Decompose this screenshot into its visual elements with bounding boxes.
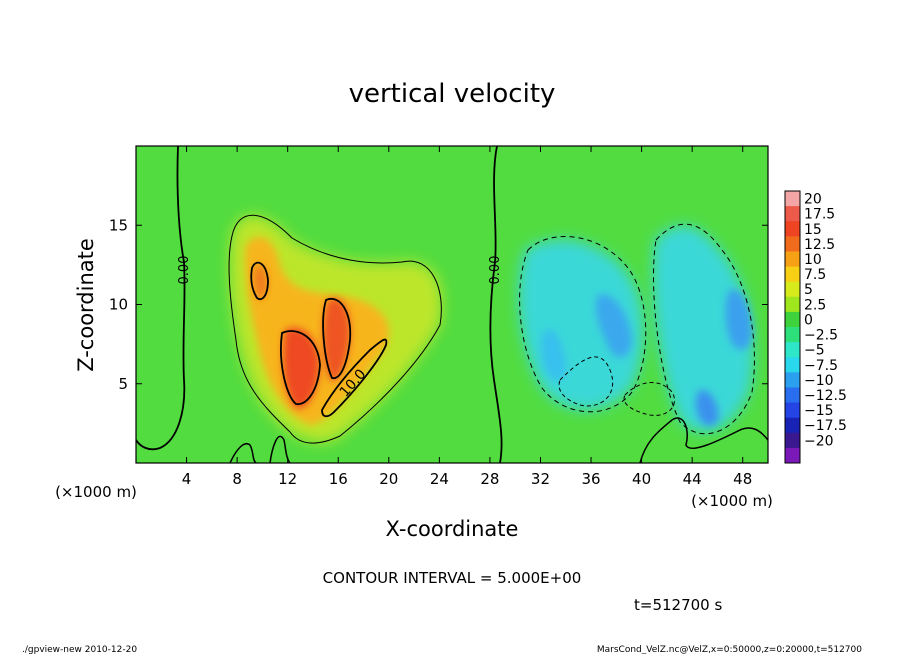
- colorbar-level-label: −17.5: [804, 418, 847, 434]
- downdraft-east-core2: [695, 389, 719, 426]
- y-tick-label: 5: [118, 375, 128, 393]
- colorbar-swatch: [785, 266, 800, 283]
- colorbar: 2017.51512.5107.552.50−2.5−5−7.5−10−12.5…: [784, 190, 847, 464]
- footer-left: ./gpview-new 2010-12-20: [22, 645, 137, 654]
- x-tick-label: 12: [278, 470, 297, 488]
- neg-five-contour-inner: [558, 356, 614, 407]
- colorbar-swatch: [785, 327, 800, 343]
- colorbar-swatch: [785, 206, 800, 222]
- y-tick-label: 15: [109, 216, 128, 234]
- colorbar-swatch: [785, 432, 800, 449]
- y-axis-label: Z-coordinate: [74, 238, 98, 372]
- colorbar-level-label: 12.5: [804, 237, 835, 253]
- neg-five-contour-inner2: [623, 382, 675, 416]
- x-tick-label: 24: [430, 470, 449, 488]
- colorbar-swatch: [785, 251, 800, 268]
- y-unit-label: (×1000 m): [55, 483, 137, 501]
- colorbar-level-label: −15: [804, 403, 834, 419]
- downdraft-east-core: [725, 289, 752, 350]
- neg-five-contour-east: [652, 223, 755, 435]
- contour-lines: [136, 146, 768, 463]
- colorbar-level-label: −10: [804, 373, 834, 389]
- ten-contour-upper: [250, 261, 269, 301]
- colorbar-swatch: [785, 281, 800, 298]
- ten-contour-right: [322, 297, 352, 379]
- x-tick-label: 48: [733, 470, 752, 488]
- colorbar-swatch: [785, 357, 800, 373]
- zero-contour-left: [136, 146, 186, 451]
- x-tick-label: 8: [232, 470, 242, 488]
- colorbar-level-label: 2.5: [804, 297, 826, 313]
- zero-contour-bottom-right: [639, 417, 768, 463]
- downdraft-west-core: [595, 294, 632, 358]
- x-axis: 4 8 12 16 20 24 28 32 36 40 44 48: [182, 146, 752, 488]
- colorbar-level-label: 10: [804, 252, 822, 268]
- x-unit-label: (×1000 m): [691, 492, 773, 510]
- colorbar-level-label: 0: [804, 312, 813, 328]
- x-tick-label: 16: [329, 470, 348, 488]
- colorbar-swatch: [785, 387, 800, 404]
- updraft-core-left: [282, 327, 320, 409]
- colorbar-level-label: −5: [804, 343, 825, 359]
- updraft-core-right: [322, 298, 351, 381]
- colorbar-frame: [784, 190, 801, 464]
- colorbar-swatch: [785, 191, 800, 207]
- x-tick-label: 20: [379, 470, 398, 488]
- ten-contour-arm: [321, 338, 388, 418]
- colorbar-level-label: −12.5: [804, 388, 847, 404]
- colorbar-swatch: [785, 447, 800, 464]
- colorbar-swatch: [785, 342, 800, 358]
- chart-title: vertical velocity: [349, 79, 556, 109]
- colorbar-level-label: −2.5: [804, 328, 838, 344]
- downdraft-west-core2: [541, 329, 566, 381]
- zero-contour-bottom-left: [229, 443, 257, 463]
- time-text: t=512700 s: [634, 596, 722, 614]
- colorbar-level-label: 5: [804, 282, 813, 298]
- downdraft-east: [652, 225, 754, 433]
- colorbar-level-label: −7.5: [804, 358, 838, 374]
- five-contour: [228, 214, 442, 444]
- x-tick-label: 4: [182, 470, 192, 488]
- x-tick-label: 44: [683, 470, 702, 488]
- updraft-orange: [245, 237, 390, 425]
- contour-label-left: 0.00: [177, 256, 192, 285]
- colorbar-level-label: 20: [804, 192, 822, 208]
- colorbar-swatch: [785, 221, 800, 237]
- x-tick-label: 40: [632, 470, 651, 488]
- contour-label-mid: 0.00: [488, 256, 503, 285]
- colorbar-swatch: [785, 236, 800, 252]
- neg-five-contour-west: [519, 235, 647, 413]
- colorbar-swatch: [785, 372, 800, 388]
- colorbar-swatch: [785, 296, 800, 313]
- x-tick-label: 28: [480, 470, 499, 488]
- updraft-core-upper: [253, 264, 268, 300]
- x-tick-label: 32: [531, 470, 550, 488]
- colorbar-level-label: 7.5: [804, 267, 826, 283]
- ten-contour-left: [280, 330, 321, 405]
- plot-area: 0.00 0.00 10.0: [136, 146, 768, 463]
- colorbar-level-label: 15: [804, 222, 822, 238]
- colorbar-level-label: −20: [804, 433, 834, 449]
- colorbar-swatch: [785, 417, 800, 434]
- y-axis: 5 10 15: [109, 216, 768, 393]
- footer-right: MarsCond_VelZ.nc@VelZ,x=0:50000,z=0:2000…: [597, 645, 862, 654]
- zero-contour-mid: [489, 146, 503, 463]
- colorbar-level-label: 17.5: [804, 207, 835, 223]
- x-axis-label: X-coordinate: [386, 517, 519, 541]
- y-tick-label: 10: [109, 296, 128, 314]
- x-tick-label: 36: [581, 470, 600, 488]
- colorbar-swatch: [785, 311, 800, 328]
- contour-interval-text: CONTOUR INTERVAL = 5.000E+00: [323, 569, 582, 587]
- colorbar-swatch: [785, 402, 800, 419]
